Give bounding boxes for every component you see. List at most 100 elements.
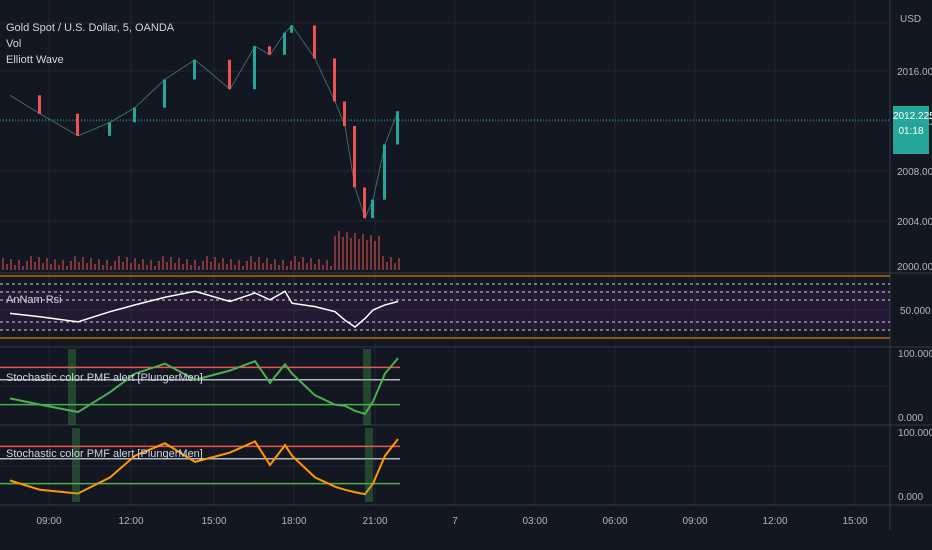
volume-bar [50, 264, 52, 270]
price-candle [396, 111, 399, 145]
volume-bar [110, 266, 112, 270]
volume-bar [254, 262, 256, 270]
volume-bar [54, 259, 56, 270]
volume-bar [374, 241, 376, 270]
price-candle [371, 199, 374, 219]
volume-bar [10, 259, 12, 270]
stoch-signal-highlight [365, 428, 373, 502]
volume-bar [310, 258, 312, 270]
volume-bar [26, 261, 28, 270]
volume-bar [94, 264, 96, 270]
volume-bar [142, 259, 144, 270]
volume-bar [214, 257, 216, 270]
symbol-title[interactable]: Gold Spot / U.S. Dollar, 5, OANDA [6, 22, 175, 34]
volume-bar [62, 260, 64, 270]
time-axis-tick-label: 7 [452, 516, 458, 527]
price-candle [383, 144, 386, 200]
volume-bar [162, 256, 164, 270]
price-candle [253, 46, 256, 90]
price-candle [268, 46, 271, 55]
volume-bar [370, 235, 372, 270]
volume-bar [70, 261, 72, 270]
price-candle [38, 95, 41, 114]
price-candle [333, 58, 336, 102]
volume-study-label[interactable]: Vol [6, 38, 22, 50]
volume-bar [354, 233, 356, 270]
volume-bar [18, 260, 20, 270]
time-axis-tick-label: 09:00 [682, 516, 707, 527]
price-candle [228, 59, 231, 90]
price-candle [313, 25, 316, 59]
time-axis-tick-label: 18:00 [281, 516, 306, 527]
stoch-line [9, 357, 399, 416]
volume-bar [242, 266, 244, 270]
volume-bar [66, 266, 68, 270]
time-axis-tick-label: 15:00 [842, 516, 867, 527]
volume-bar [294, 256, 296, 270]
countdown-value: 01:18 [898, 126, 924, 137]
price-candle [363, 187, 366, 219]
volume-bar [154, 266, 156, 270]
price-candle [290, 25, 293, 33]
volume-bar [338, 231, 340, 270]
volume-bar [202, 261, 204, 270]
volume-bar [158, 261, 160, 270]
volume-bar [30, 256, 32, 270]
volume-bar [398, 258, 400, 270]
volume-bar [238, 260, 240, 270]
volume-bar [222, 258, 224, 270]
volume-bar [290, 261, 292, 270]
rsi-axis-label: 50.000 [900, 306, 931, 317]
volume-bar [314, 264, 316, 270]
time-axis-tick-label: 03:00 [522, 516, 547, 527]
volume-bar [386, 262, 388, 270]
volume-bar [266, 258, 268, 270]
volume-bar [190, 265, 192, 270]
volume-bar [102, 265, 104, 270]
volume-bar [22, 266, 24, 270]
volume-bar [114, 261, 116, 270]
time-axis-tick-label: 21:00 [362, 516, 387, 527]
volume-bar [182, 264, 184, 270]
volume-bar [166, 262, 168, 270]
volume-bar [46, 258, 48, 270]
volume-bar [194, 260, 196, 270]
volume-bar [174, 263, 176, 270]
volume-bar [234, 265, 236, 270]
volume-bar [306, 263, 308, 270]
volume-bar [346, 232, 348, 270]
volume-bar [322, 265, 324, 270]
volume-bar [262, 263, 264, 270]
volume-bar [330, 266, 332, 270]
volume-bar [126, 257, 128, 270]
stoch-axis-label-bottom: 0.000 [898, 492, 923, 503]
volume-bar [378, 236, 380, 270]
volume-bar [334, 236, 336, 270]
volume-bar [178, 258, 180, 270]
volume-bar [82, 257, 84, 270]
stoch-axis-label-top: 100.000 [898, 428, 932, 439]
stoch-panel-1-title[interactable]: Stochastic color PMF alert [PlungerMen] [6, 372, 203, 384]
volume-bar [286, 266, 288, 270]
volume-bar [366, 240, 368, 270]
price-axis-tick-label: 2004.000 [897, 217, 932, 228]
volume-bar [90, 258, 92, 270]
volume-bar [14, 265, 16, 270]
volume-bar [258, 257, 260, 270]
elliott-wave-study-label[interactable]: Elliott Wave [6, 54, 64, 66]
price-axis-tick-label: 2016.000 [897, 67, 932, 78]
volume-bar [150, 260, 152, 270]
rsi-line [9, 290, 399, 328]
price-candle [76, 113, 79, 136]
rsi-panel-title[interactable]: AnNam Rsi [6, 294, 62, 306]
stoch-panel-2-title[interactable]: Stochastic color PMF alert [PlungerMen] [6, 448, 203, 460]
volume-bar [170, 257, 172, 270]
volume-bar [270, 264, 272, 270]
volume-bar [342, 237, 344, 270]
currency-label: USD [900, 14, 921, 25]
time-axis-tick-label: 15:00 [201, 516, 226, 527]
volume-bar [210, 262, 212, 270]
price-candle [343, 101, 346, 127]
stoch-signal-highlight [363, 349, 371, 425]
